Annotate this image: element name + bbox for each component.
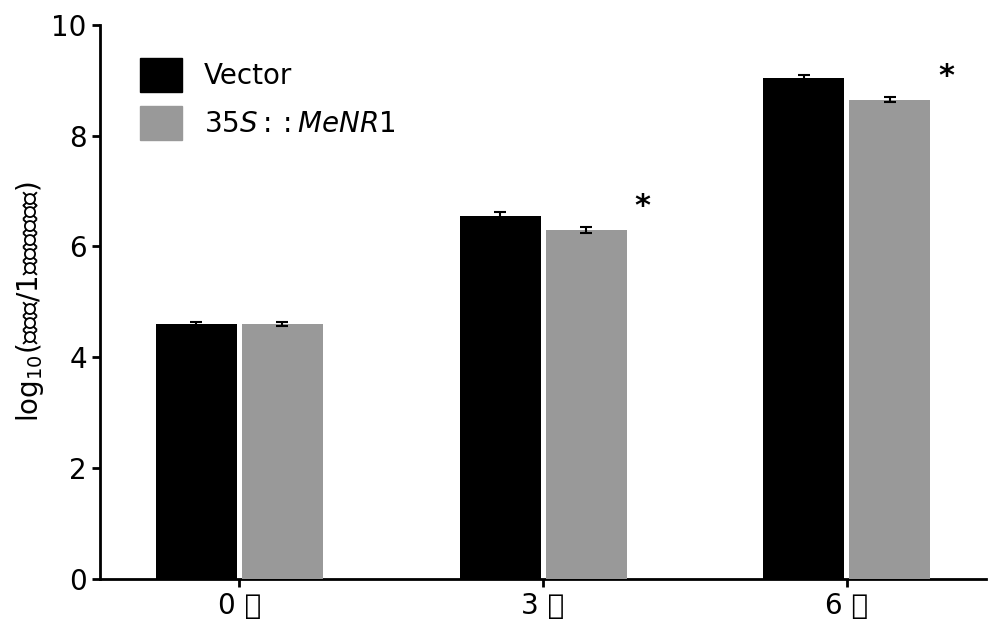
Bar	[156, 324, 237, 579]
Legend: Vector, $35S::$$\it{MeNR1}$: Vector, $35S::$$\it{MeNR1}$	[132, 50, 403, 148]
Text: *: *	[939, 62, 955, 91]
Bar	[546, 230, 627, 579]
Bar	[763, 77, 844, 579]
Bar	[849, 100, 930, 579]
Y-axis label: $\mathregular{log_{10}}$(细菌数/1平方厘米叶片): $\mathregular{log_{10}}$(细菌数/1平方厘米叶片)	[14, 181, 46, 422]
Bar	[242, 324, 323, 579]
Bar	[460, 216, 541, 579]
Text: *: *	[635, 192, 651, 221]
